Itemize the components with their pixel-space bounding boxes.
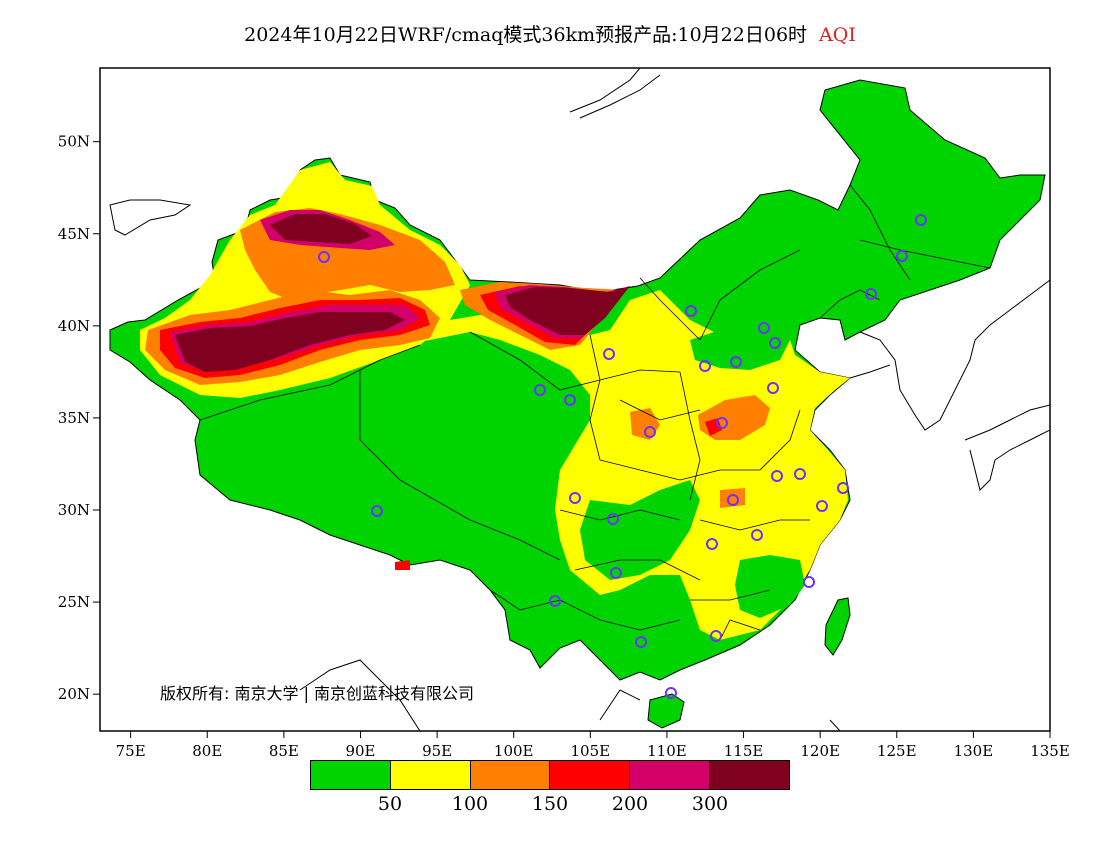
station-marker bbox=[803, 576, 815, 588]
x-tick-label: 135E bbox=[1030, 742, 1070, 760]
station-marker bbox=[710, 630, 722, 642]
station-marker bbox=[610, 567, 622, 579]
hainan bbox=[647, 693, 685, 729]
station-marker bbox=[730, 356, 742, 368]
station-marker bbox=[685, 305, 697, 317]
station-marker bbox=[635, 636, 647, 648]
title-variable: AQI bbox=[819, 24, 856, 46]
station-marker bbox=[837, 482, 849, 494]
legend-label: 50 bbox=[377, 793, 403, 815]
y-tick-label: 45N bbox=[58, 225, 90, 243]
station-marker bbox=[371, 505, 383, 517]
station-marker bbox=[865, 288, 877, 300]
legend-swatch bbox=[470, 761, 551, 789]
x-tick-label: 110E bbox=[647, 742, 687, 760]
aqi-maroon-zones bbox=[175, 214, 630, 372]
station-marker bbox=[716, 417, 728, 429]
x-tick-label: 85E bbox=[269, 742, 299, 760]
station-marker bbox=[771, 470, 783, 482]
legend-swatch bbox=[550, 761, 631, 789]
map-title: 2024年10月22日WRF/cmaq模式36km预报产品:10月22日06时 A… bbox=[0, 20, 1100, 47]
station-marker bbox=[816, 500, 828, 512]
x-tick-label: 75E bbox=[116, 742, 146, 760]
legend-label: 300 bbox=[691, 793, 729, 815]
x-tick-label: 80E bbox=[192, 742, 222, 760]
station-marker bbox=[569, 492, 581, 504]
x-tick-label: 120E bbox=[800, 742, 840, 760]
taiwan bbox=[824, 597, 851, 656]
coastlines bbox=[109, 68, 1050, 731]
legend-label: 100 bbox=[451, 793, 489, 815]
x-tick-label: 90E bbox=[345, 742, 375, 760]
x-tick-label: 100E bbox=[494, 742, 534, 760]
x-tick-label: 95E bbox=[422, 742, 452, 760]
y-tick-label: 50N bbox=[58, 133, 90, 151]
station-markers bbox=[318, 214, 927, 699]
station-marker bbox=[727, 494, 739, 506]
station-marker bbox=[769, 337, 781, 349]
station-marker bbox=[603, 348, 615, 360]
province-boundaries bbox=[199, 184, 991, 641]
legend-label: 200 bbox=[611, 793, 649, 815]
legend-label: 150 bbox=[531, 793, 569, 815]
legend-swatch bbox=[390, 761, 471, 789]
station-marker bbox=[896, 250, 908, 262]
legend-swatch bbox=[311, 761, 391, 789]
legend-swatch bbox=[710, 761, 789, 789]
title-main: 2024年10月22日WRF/cmaq模式36km预报产品:10月22日06时 bbox=[244, 24, 808, 46]
x-tick-label: 115E bbox=[724, 742, 764, 760]
station-marker bbox=[549, 595, 561, 607]
station-marker bbox=[758, 322, 770, 334]
station-marker bbox=[644, 426, 656, 438]
station-marker bbox=[665, 687, 677, 699]
x-tick-label: 125E bbox=[877, 742, 917, 760]
x-tick-label: 105E bbox=[571, 742, 611, 760]
y-tick-label: 35N bbox=[58, 409, 90, 427]
legend-swatch bbox=[630, 761, 711, 789]
station-marker bbox=[706, 538, 718, 550]
map-frame bbox=[99, 67, 1051, 732]
station-marker bbox=[751, 529, 763, 541]
color-legend bbox=[310, 760, 790, 790]
y-tick-label: 30N bbox=[58, 501, 90, 519]
y-axis: 50N 45N 40N 35N 30N 25N 20N bbox=[58, 133, 100, 703]
station-marker bbox=[767, 382, 779, 394]
station-marker bbox=[794, 468, 806, 480]
station-marker bbox=[607, 513, 619, 525]
x-tick-label: 130E bbox=[954, 742, 994, 760]
station-marker bbox=[699, 360, 711, 372]
aqi-green-pockets bbox=[360, 320, 805, 618]
y-tick-label: 40N bbox=[58, 317, 90, 335]
station-marker bbox=[564, 394, 576, 406]
station-marker bbox=[915, 214, 927, 226]
y-tick-label: 20N bbox=[58, 685, 90, 703]
copyright-notice: 版权所有: 南京大学 | 南京创蓝科技有限公司 bbox=[160, 684, 475, 703]
station-marker bbox=[318, 251, 330, 263]
station-marker bbox=[534, 384, 546, 396]
x-axis: 75E 80E 85E 90E 95E 100E 105E 110E 115E 120E 125E 1… bbox=[116, 731, 1070, 760]
y-tick-label: 25N bbox=[58, 593, 90, 611]
